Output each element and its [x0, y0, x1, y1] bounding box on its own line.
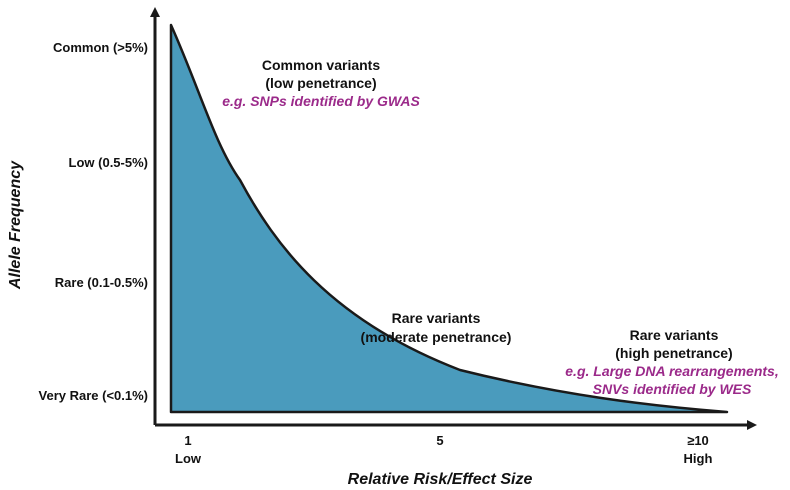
rare-moderate-subtitle: (moderate penetrance): [361, 329, 512, 345]
rare-high-subtitle: (high penetrance): [615, 345, 732, 361]
y-tick-label: Low (0.5-5%): [69, 155, 148, 170]
rare-moderate-title: Rare variants: [392, 310, 481, 326]
x-tick-label: 5: [436, 433, 443, 448]
x-tick-label: 1: [184, 433, 191, 448]
curve-area: [169, 23, 729, 414]
x-tick-sublabel: High: [684, 451, 713, 466]
y-tick-label: Rare (0.1-0.5%): [55, 275, 148, 290]
rare-high-title: Rare variants: [630, 327, 719, 343]
rare-high-example-line2: SNVs identified by WES: [593, 381, 752, 397]
common-variants-subtitle: (low penetrance): [265, 75, 376, 91]
y-tick-label: Very Rare (<0.1%): [39, 388, 148, 403]
x-tick-sublabel: Low: [175, 451, 202, 466]
common-variants-example: e.g. SNPs identified by GWAS: [222, 93, 420, 109]
x-axis-title: Relative Risk/Effect Size: [348, 471, 533, 488]
y-axis-title: Allele Frequency: [7, 160, 24, 290]
rare-high-example-line1: e.g. Large DNA rearrangements,: [565, 363, 778, 379]
y-tick-label: Common (>5%): [53, 40, 148, 55]
x-tick-label: ≥10: [687, 433, 709, 448]
common-variants-title: Common variants: [262, 57, 380, 73]
